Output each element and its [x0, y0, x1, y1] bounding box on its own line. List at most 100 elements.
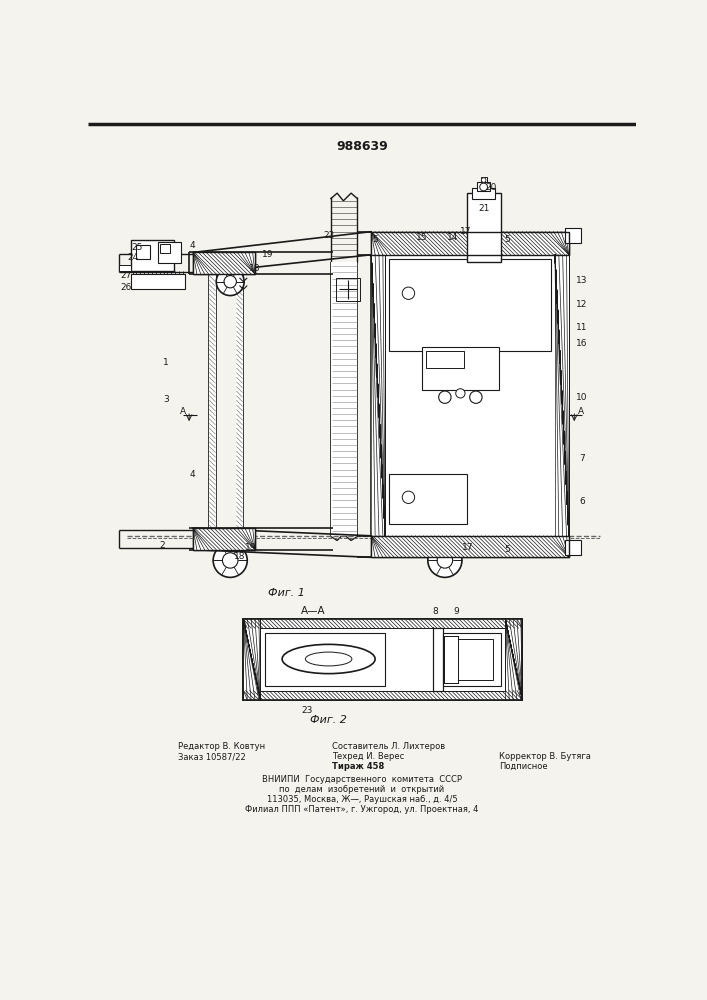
Circle shape	[224, 276, 236, 288]
Bar	[193, 252, 255, 274]
Bar	[371, 232, 569, 255]
Text: Составитель Л. Лихтеров: Составитель Л. Лихтеров	[332, 742, 445, 751]
Bar	[260, 628, 506, 691]
Bar	[389, 474, 467, 524]
Circle shape	[437, 553, 452, 568]
Bar	[565, 540, 580, 555]
Bar	[433, 628, 443, 691]
Text: 10: 10	[576, 393, 588, 402]
Bar	[131, 240, 174, 271]
Text: A: A	[180, 407, 186, 416]
Bar	[444, 636, 458, 683]
Bar	[371, 536, 569, 557]
Bar	[444, 636, 458, 683]
Text: 9: 9	[454, 607, 460, 616]
Bar	[243, 619, 522, 628]
Bar	[136, 245, 151, 259]
Text: 15: 15	[416, 233, 427, 242]
Bar	[119, 265, 131, 271]
Bar	[243, 619, 522, 700]
Text: 5: 5	[373, 235, 378, 244]
Text: 26: 26	[120, 283, 132, 292]
Bar	[371, 536, 569, 557]
Text: 7: 7	[579, 454, 585, 463]
Circle shape	[223, 553, 238, 568]
Bar	[371, 232, 569, 255]
Bar	[450, 639, 493, 680]
Circle shape	[438, 391, 451, 403]
Bar	[243, 691, 522, 700]
Text: A: A	[578, 407, 583, 416]
Text: 4: 4	[189, 241, 195, 250]
Bar	[243, 619, 260, 700]
Bar	[477, 182, 490, 191]
Bar	[472, 188, 495, 199]
Text: 12: 12	[576, 300, 588, 309]
Text: Корректор В. Бутяга: Корректор В. Бутяга	[499, 752, 591, 761]
Text: 5: 5	[504, 545, 510, 554]
Bar	[443, 633, 501, 686]
Text: 23: 23	[301, 706, 312, 715]
Bar	[265, 633, 385, 686]
Text: 25: 25	[132, 243, 143, 252]
Circle shape	[431, 260, 459, 288]
Text: 13: 13	[576, 276, 588, 285]
Bar	[371, 255, 385, 536]
Text: 17: 17	[462, 543, 474, 552]
Bar	[555, 255, 569, 536]
Text: 14: 14	[447, 233, 458, 242]
Bar	[371, 255, 385, 536]
Circle shape	[402, 287, 414, 299]
Text: 2: 2	[159, 541, 165, 550]
Text: 21: 21	[478, 204, 489, 213]
Bar	[389, 259, 551, 351]
Bar	[426, 351, 464, 368]
Text: Тираж 458: Тираж 458	[332, 762, 385, 771]
Circle shape	[456, 389, 465, 398]
Bar	[421, 347, 499, 389]
Text: Техред И. Верес: Техред И. Верес	[332, 752, 404, 761]
Bar	[481, 177, 486, 183]
Circle shape	[480, 183, 488, 191]
Bar	[193, 528, 255, 550]
Circle shape	[428, 544, 462, 577]
Bar	[209, 274, 216, 528]
Text: Редактор В. Ковтун: Редактор В. Ковтун	[177, 742, 264, 751]
Ellipse shape	[305, 652, 352, 666]
Bar	[331, 262, 357, 536]
Bar	[193, 252, 255, 274]
Bar	[158, 242, 182, 263]
Text: A—A: A—A	[300, 606, 325, 616]
Text: Подписное: Подписное	[499, 762, 548, 771]
Text: 22: 22	[323, 231, 334, 240]
Text: 17: 17	[460, 227, 472, 236]
Text: 18: 18	[250, 264, 261, 273]
Text: 6: 6	[579, 497, 585, 506]
Bar	[193, 252, 255, 274]
Bar	[160, 244, 170, 253]
Circle shape	[481, 178, 486, 182]
Text: 5: 5	[504, 235, 510, 244]
Text: 8: 8	[433, 607, 438, 616]
Bar	[506, 619, 522, 700]
Circle shape	[216, 268, 244, 296]
Bar	[131, 274, 185, 289]
Text: 16: 16	[576, 339, 588, 348]
Circle shape	[469, 391, 482, 403]
Text: 27: 27	[120, 271, 132, 280]
Bar	[467, 193, 501, 262]
Bar	[444, 636, 458, 683]
Text: 19: 19	[245, 543, 257, 552]
Text: 11: 11	[576, 323, 588, 332]
Circle shape	[402, 491, 414, 503]
Bar	[433, 628, 443, 691]
Bar	[243, 619, 522, 700]
Bar	[371, 232, 569, 255]
Text: 113035, Москва, Ж—̵̵, Раушская наб., д. 4/5: 113035, Москва, Ж—̵̵, Раушская наб., д. …	[267, 795, 457, 804]
Text: Фиг. 1: Фиг. 1	[267, 588, 305, 598]
Text: 24: 24	[128, 253, 139, 262]
Text: 4: 4	[189, 470, 195, 479]
Bar	[371, 536, 569, 557]
Bar	[193, 528, 255, 550]
Text: 1: 1	[163, 358, 169, 367]
